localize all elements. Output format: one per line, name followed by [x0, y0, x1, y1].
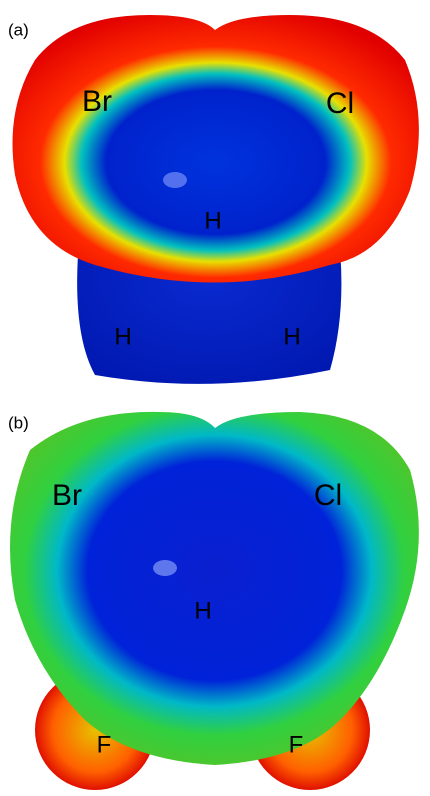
atom-label: F	[289, 731, 304, 758]
panel-label: (a)	[8, 20, 29, 39]
atom-label: Br	[82, 85, 112, 118]
atom-label: Cl	[314, 479, 342, 512]
atom-label: H	[114, 323, 131, 350]
figure: (a) Br Cl H H H (b) Br Cl H F F	[0, 0, 430, 796]
atom-label: F	[97, 731, 112, 758]
panel-b: (b) Br Cl H F F	[8, 412, 419, 790]
atom-label: H	[283, 323, 300, 350]
highlight	[163, 172, 187, 188]
atom-label: H	[194, 597, 211, 624]
atom-label: Cl	[326, 87, 354, 120]
surface	[13, 15, 419, 283]
panel-a: (a) Br Cl H H H	[8, 15, 419, 384]
atom-label: H	[204, 207, 221, 234]
panel-label: (b)	[8, 413, 29, 432]
atom-label: Br	[52, 479, 82, 512]
highlight	[153, 560, 177, 576]
